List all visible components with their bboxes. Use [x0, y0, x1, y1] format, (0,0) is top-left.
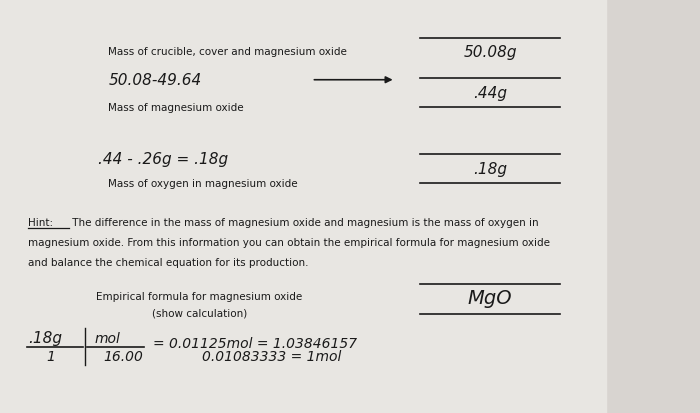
Text: The difference in the mass of magnesium oxide and magnesium is the mass of oxyge: The difference in the mass of magnesium … — [69, 217, 538, 227]
Text: magnesium oxide. From this information you can obtain the empirical formula for : magnesium oxide. From this information y… — [28, 237, 550, 247]
Text: Mass of oxygen in magnesium oxide: Mass of oxygen in magnesium oxide — [108, 179, 298, 189]
Text: Hint:: Hint: — [28, 217, 53, 227]
Text: Mass of crucible, cover and magnesium oxide: Mass of crucible, cover and magnesium ox… — [108, 47, 347, 57]
Text: .44g: .44g — [473, 86, 507, 101]
Text: .18g: .18g — [28, 330, 62, 345]
Text: 50.08-49.64: 50.08-49.64 — [108, 73, 202, 88]
Text: and balance the chemical equation for its production.: and balance the chemical equation for it… — [28, 258, 309, 268]
Text: = 0.01125mol = 1.03846157: = 0.01125mol = 1.03846157 — [153, 336, 357, 350]
Text: .44 - .26g = .18g: .44 - .26g = .18g — [98, 152, 228, 166]
Text: Empirical formula for magnesium oxide: Empirical formula for magnesium oxide — [97, 292, 302, 301]
Text: .18g: .18g — [473, 162, 507, 177]
Text: 16.00: 16.00 — [104, 349, 144, 363]
Text: 50.08g: 50.08g — [463, 45, 517, 60]
Text: 1: 1 — [46, 349, 55, 363]
Text: (show calculation): (show calculation) — [152, 308, 247, 318]
Text: 0.01083333 = 1mol: 0.01083333 = 1mol — [202, 349, 341, 363]
Text: Mass of magnesium oxide: Mass of magnesium oxide — [108, 102, 244, 112]
Text: MgO: MgO — [468, 289, 512, 308]
Text: mol: mol — [94, 331, 120, 345]
